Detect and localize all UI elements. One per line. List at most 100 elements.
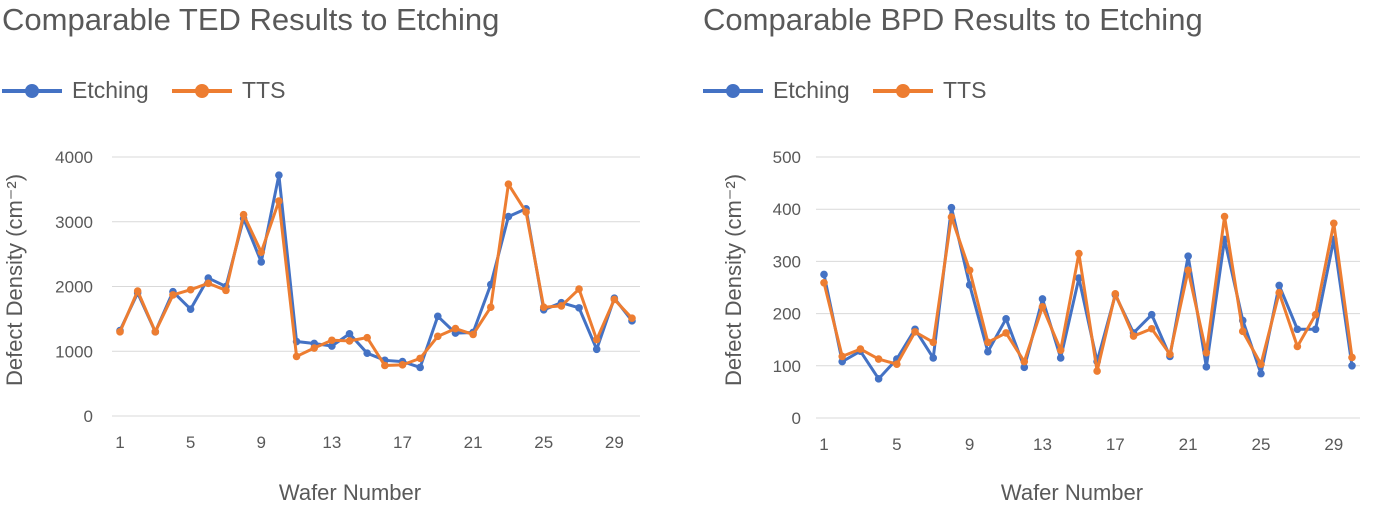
series-line (822, 215, 1354, 373)
data-point (1093, 367, 1101, 375)
data-point (893, 360, 901, 369)
data-point (1075, 249, 1083, 258)
data-point (1238, 327, 1247, 336)
legend-label: Etching (773, 77, 850, 103)
data-point (257, 248, 266, 256)
data-point (1293, 325, 1302, 334)
data-point (433, 312, 442, 321)
data-point (947, 213, 956, 221)
legend-item-etching: Etching (2, 77, 149, 103)
data-point (929, 338, 938, 347)
x-tick-label: 17 (1106, 435, 1125, 454)
data-point (1020, 363, 1029, 372)
data-point (1275, 281, 1283, 290)
data-point (1129, 332, 1138, 340)
data-point (275, 197, 283, 205)
data-point (838, 352, 847, 361)
legend-swatch-marker (726, 84, 740, 98)
data-point (257, 258, 266, 266)
data-point (169, 291, 177, 299)
data-point (1275, 288, 1283, 297)
data-point (929, 354, 938, 362)
x-tick-label: 1 (115, 433, 124, 452)
data-point (592, 345, 601, 354)
data-point (1184, 252, 1192, 260)
data-point (575, 304, 583, 312)
data-point (539, 303, 548, 312)
data-point (856, 345, 865, 353)
legend-item-tts: TTS (172, 77, 285, 103)
data-point (965, 266, 974, 275)
data-point (820, 279, 828, 287)
data-point (874, 375, 883, 383)
y-tick-label: 0 (84, 407, 93, 426)
x-tick-label: 9 (257, 433, 266, 452)
x-tick-label: 17 (393, 433, 412, 452)
data-point (469, 330, 477, 339)
data-point (575, 285, 583, 293)
data-point (1038, 303, 1047, 311)
chart-title: Comparable TED Results to Etching (2, 2, 499, 37)
data-point (310, 344, 319, 352)
legend-swatch-marker (896, 84, 910, 98)
data-point (1111, 289, 1120, 298)
x-tick-label: 21 (464, 433, 483, 452)
data-point (222, 286, 230, 295)
y-tick-label: 500 (773, 148, 801, 167)
chart-1: Comparable TED Results to Etching Etching… (2, 2, 640, 505)
y-tick-label: 200 (773, 305, 801, 324)
data-point (522, 208, 530, 216)
x-tick-label: 29 (605, 433, 624, 452)
data-point (1257, 369, 1265, 378)
data-point (557, 302, 566, 310)
data-point (1038, 295, 1047, 303)
data-point (1020, 357, 1029, 366)
data-point (504, 212, 513, 221)
x-tick-label: 25 (534, 433, 553, 452)
data-point (1147, 310, 1156, 319)
data-point (328, 336, 336, 345)
data-point (363, 333, 371, 342)
data-point (328, 342, 336, 350)
data-point (1202, 348, 1211, 357)
data-point (363, 349, 371, 357)
data-point (433, 332, 442, 341)
data-point (1002, 315, 1010, 323)
data-point (345, 337, 354, 345)
series-line (118, 173, 634, 369)
y-tick-label: 2000 (55, 278, 93, 297)
data-point (133, 287, 142, 295)
data-point (1329, 219, 1338, 228)
data-point (1311, 310, 1320, 319)
legend: Etching TTS (703, 77, 986, 103)
data-point (116, 328, 124, 336)
data-point (1147, 324, 1156, 333)
data-point (1257, 360, 1265, 369)
data-point (874, 355, 883, 363)
legend-swatch-marker (195, 84, 209, 98)
x-tick-label: 1 (819, 435, 828, 454)
legend-swatch-marker (25, 84, 39, 98)
data-point (451, 324, 460, 333)
data-point (292, 352, 301, 361)
legend-label: TTS (242, 77, 285, 103)
data-point (151, 328, 160, 336)
data-point (1056, 346, 1065, 354)
data-point (486, 303, 495, 312)
data-point (838, 357, 847, 366)
x-tick-label: 5 (186, 433, 195, 452)
data-point (1293, 342, 1302, 351)
data-point (820, 270, 828, 279)
series-tts (116, 180, 636, 370)
x-tick-label: 13 (322, 433, 341, 452)
legend-item-etching: Etching (703, 77, 850, 103)
data-point (398, 361, 407, 369)
x-tick-label: 25 (1252, 435, 1271, 454)
x-axis-label: Wafer Number (279, 480, 421, 505)
y-tick-label: 4000 (55, 148, 93, 167)
data-point (1184, 266, 1192, 275)
data-point (204, 279, 213, 288)
x-tick-label: 21 (1179, 435, 1198, 454)
series-line (118, 182, 634, 367)
